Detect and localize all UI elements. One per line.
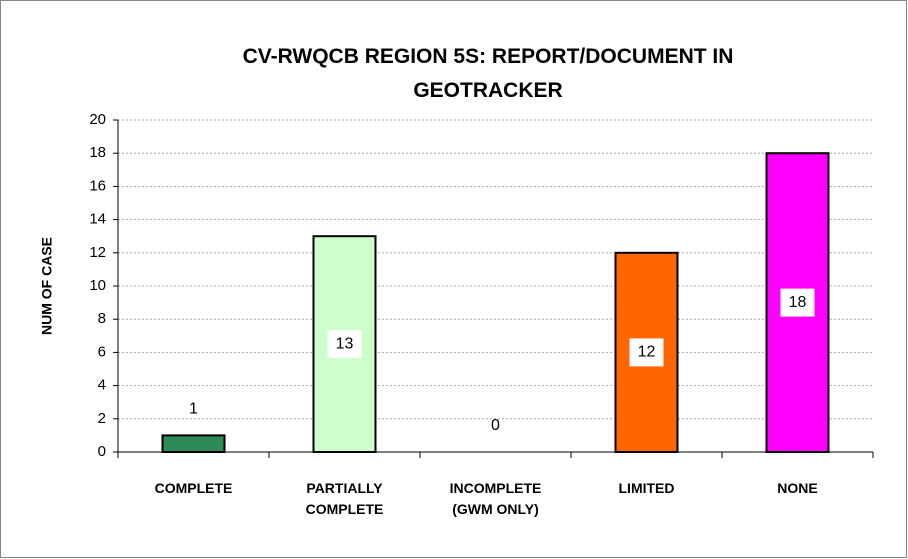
value-label-box xyxy=(629,338,664,367)
y-tick-label: 18 xyxy=(89,144,106,161)
y-tick-label: 0 xyxy=(98,443,106,460)
value-label: 18 xyxy=(789,294,807,311)
chart-title: CV-RWQCB REGION 5S: REPORT/DOCUMENT IN G… xyxy=(242,45,734,102)
value-label: 1 xyxy=(189,401,198,418)
y-tick-label: 14 xyxy=(89,211,106,228)
x-tick-label: INCOMPLETE (GWM ONLY) xyxy=(449,480,542,517)
y-tick-label: 20 xyxy=(89,111,106,128)
y-tick-label: 12 xyxy=(89,244,106,261)
y-tick-label: 4 xyxy=(98,377,106,394)
x-tick-label: LIMITED xyxy=(618,480,675,496)
x-tick-label: NONE xyxy=(777,480,818,496)
value-label: 0 xyxy=(491,417,500,434)
x-tick-label: COMPLETE xyxy=(154,480,233,496)
value-label-box xyxy=(780,288,815,317)
value-label: 13 xyxy=(336,335,354,352)
y-tick-label: 10 xyxy=(89,277,106,294)
y-tick-label: 8 xyxy=(98,310,106,327)
x-tick-label: PARTIALLY COMPLETE xyxy=(305,480,384,517)
bar xyxy=(161,434,226,453)
y-axis-label: NUM OF CASE xyxy=(39,237,55,335)
y-tick-label: 6 xyxy=(98,343,106,360)
value-label: 12 xyxy=(638,344,656,361)
value-label-box xyxy=(327,330,362,359)
y-tick-label: 16 xyxy=(89,177,106,194)
y-tick-label: 2 xyxy=(98,410,106,427)
